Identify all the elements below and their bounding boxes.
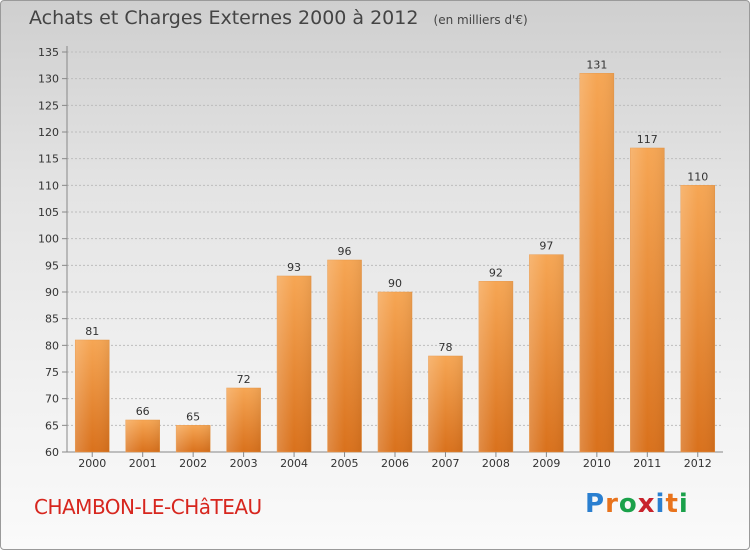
logo-letter: P	[585, 489, 606, 519]
logo-letter: o	[618, 489, 638, 519]
x-tick-label: 2002	[179, 457, 207, 470]
y-tick-label: 60	[45, 446, 59, 459]
y-tick-label: 115	[38, 153, 59, 166]
data-label: 117	[637, 133, 658, 146]
x-tick-label: 2009	[532, 457, 560, 470]
y-tick-label: 120	[38, 126, 59, 139]
bar-shade	[226, 388, 261, 452]
data-label: 65	[186, 410, 200, 423]
title-row: Achats et Charges Externes 2000 à 2012 (…	[29, 7, 528, 29]
y-tick-label: 90	[45, 286, 59, 299]
y-tick-label: 100	[38, 233, 59, 246]
bar-shade	[75, 340, 110, 452]
bar-shade	[327, 260, 362, 452]
y-tick-label: 125	[38, 99, 59, 112]
bar-shade	[277, 276, 312, 452]
x-tick-label: 2005	[331, 457, 359, 470]
y-tick-label: 110	[38, 179, 59, 192]
logo-letter: x	[637, 489, 656, 519]
x-tick-label: 2001	[129, 457, 157, 470]
bar-shade	[176, 425, 211, 452]
place-name: CHAMBON-LE-CHâTEAU	[34, 495, 262, 519]
logo-letter: r	[605, 489, 619, 519]
x-tick-label: 2004	[280, 457, 308, 470]
data-label: 78	[438, 341, 452, 354]
y-tick-label: 80	[45, 339, 59, 352]
y-tick-label: 95	[45, 259, 59, 272]
y-tick-label: 85	[45, 313, 59, 326]
x-tick-label: 2010	[583, 457, 611, 470]
y-tick-label: 105	[38, 206, 59, 219]
y-tick-label: 65	[45, 419, 59, 432]
bar-shade	[630, 148, 665, 452]
y-tick-label: 70	[45, 393, 59, 406]
bar-shade	[579, 73, 614, 452]
data-label: 96	[338, 245, 352, 258]
bar-shade	[529, 254, 564, 452]
data-label: 81	[85, 325, 99, 338]
data-label: 90	[388, 277, 402, 290]
bar-shade	[378, 292, 412, 452]
y-tick-label: 75	[45, 366, 59, 379]
bar-shade	[428, 356, 463, 452]
x-tick-label: 2011	[633, 457, 661, 470]
data-label: 97	[539, 240, 553, 253]
x-tick-label: 2000	[78, 457, 106, 470]
y-tick-label: 130	[38, 73, 59, 86]
x-tick-label: 2008	[482, 457, 510, 470]
x-tick-label: 2006	[381, 457, 409, 470]
x-tick-label: 2007	[431, 457, 459, 470]
logo-letter: t	[665, 489, 679, 519]
x-tick-label: 2012	[684, 457, 712, 470]
y-tick-label: 135	[38, 46, 59, 59]
data-label: 72	[237, 373, 251, 386]
data-label: 131	[586, 58, 607, 71]
bar-shade	[125, 420, 160, 452]
bar-shade	[478, 281, 513, 452]
data-label: 110	[687, 170, 708, 183]
chart-title: Achats et Charges Externes 2000 à 2012	[29, 7, 419, 29]
proxiti-logo[interactable]: Proxiti	[585, 489, 689, 519]
bar-shade	[680, 185, 715, 453]
logo-letter: i	[678, 489, 689, 519]
data-label: 66	[136, 405, 150, 418]
x-tick-label: 2003	[230, 457, 258, 470]
chart-subtitle: (en milliers d'€)	[433, 13, 528, 27]
data-label: 93	[287, 261, 301, 274]
logo-letter: i	[655, 489, 666, 519]
data-label: 92	[489, 266, 503, 279]
